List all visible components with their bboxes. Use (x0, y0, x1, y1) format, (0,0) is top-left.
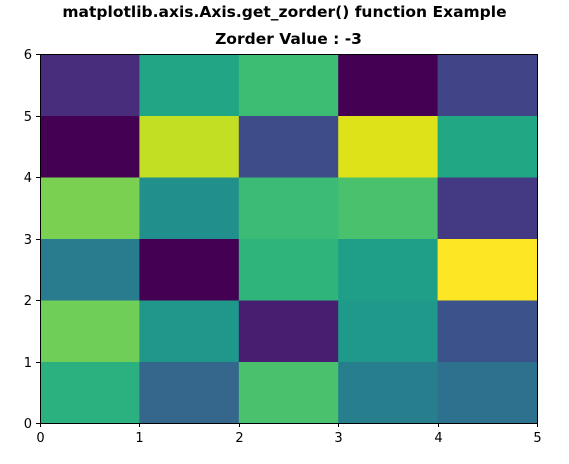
y-tick-label: 0 (24, 417, 32, 432)
heatmap-cell (238, 177, 339, 239)
heatmap-cell (338, 361, 439, 424)
heatmap-cell (238, 300, 339, 362)
y-tick-label: 1 (24, 356, 32, 371)
x-tick-label: 3 (334, 431, 342, 446)
heatmap-cell (437, 54, 538, 116)
heatmap-cell (40, 238, 140, 301)
heatmap-cell (139, 54, 240, 116)
x-tick-label: 5 (533, 431, 541, 446)
heatmap-cell (238, 115, 339, 178)
heatmap-cell (139, 361, 240, 424)
heatmap-cell (437, 115, 538, 178)
y-axis: 0 1 2 3 4 5 6 (24, 48, 40, 432)
x-tick-label: 0 (36, 431, 44, 446)
heatmap-cell (338, 177, 439, 239)
x-tick-label: 1 (135, 431, 143, 446)
axes-title: Zorder Value : -3 (215, 30, 362, 48)
heatmap-cell (338, 54, 439, 116)
y-tick-label: 6 (24, 48, 32, 63)
y-tick-label: 3 (24, 233, 32, 248)
y-tick-label: 4 (24, 171, 32, 186)
heatmap-cell (40, 177, 140, 239)
heatmap-cell (437, 300, 538, 362)
axes-frame (40, 54, 538, 424)
heatmap-cell (437, 361, 538, 424)
heatmap-cell (338, 115, 439, 178)
heatmap-cell (40, 54, 140, 116)
heatmap-cell (437, 238, 538, 301)
x-tick-label: 2 (235, 431, 243, 446)
x-tick-label: 4 (434, 431, 442, 446)
y-tick-label: 5 (24, 110, 32, 125)
heatmap-cell (238, 54, 339, 116)
heatmap-cell (437, 177, 538, 239)
x-axis: 0 1 2 3 4 5 (36, 423, 542, 446)
heatmap-cell (139, 177, 240, 239)
heatmap-cells (40, 54, 538, 424)
y-tick-label: 2 (24, 294, 32, 309)
heatmap-cell (40, 300, 140, 362)
heatmap-cell (139, 238, 240, 301)
heatmap-cell (40, 361, 140, 424)
heatmap-cell (139, 300, 240, 362)
heatmap-cell (40, 115, 140, 178)
heatmap-cell (338, 238, 439, 301)
heatmap-cell (338, 300, 439, 362)
heatmap-cell (238, 238, 339, 301)
heatmap-cell (139, 115, 240, 178)
figure-suptitle: matplotlib.axis.Axis.get_zorder() functi… (62, 3, 507, 21)
heatmap-cell (238, 361, 339, 424)
